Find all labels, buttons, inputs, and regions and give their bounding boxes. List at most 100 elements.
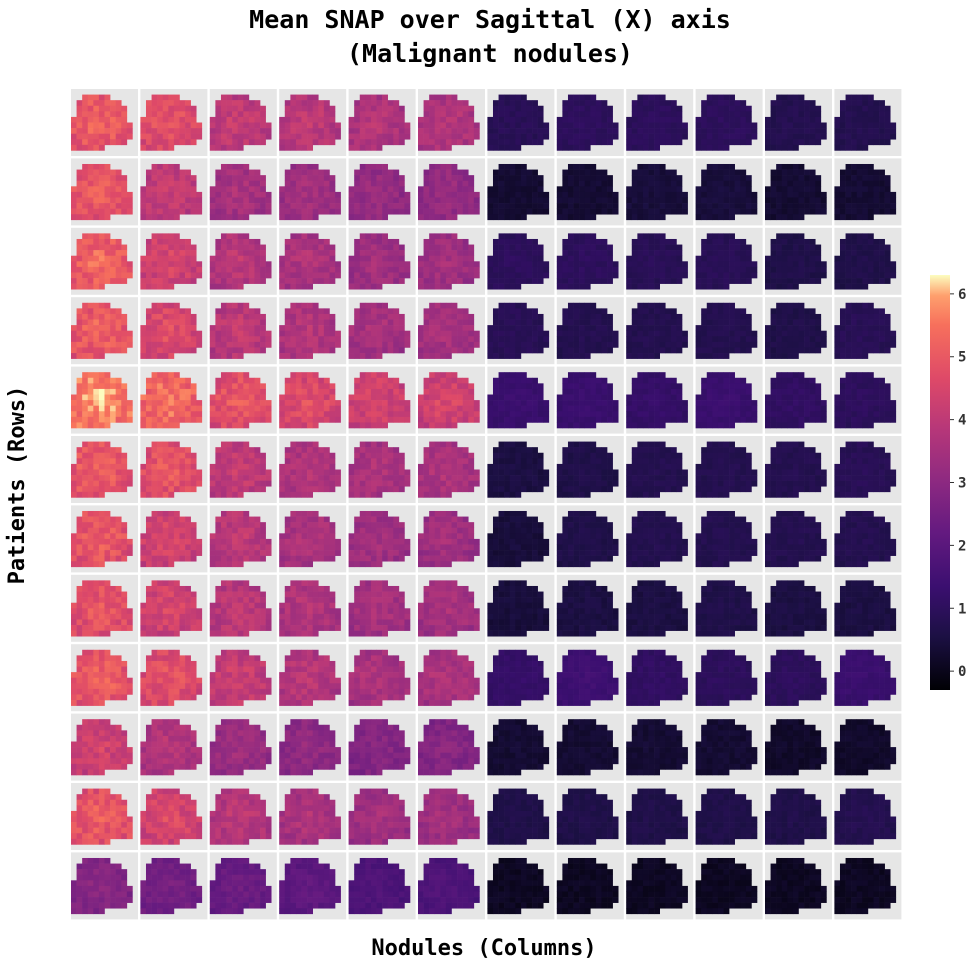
heatmap-pixel: [359, 416, 366, 423]
heatmap-pixel: [190, 336, 197, 343]
heatmap-pixel: [734, 175, 741, 182]
heatmap-pixel: [712, 244, 719, 251]
heatmap-pixel: [393, 341, 400, 348]
heatmap-pixel: [851, 105, 858, 112]
heatmap-pixel: [76, 308, 83, 315]
heatmap-pixel: [290, 319, 297, 326]
heatmap-pixel: [659, 100, 666, 107]
heatmap-pixel: [98, 272, 105, 279]
heatmap-pixel: [734, 266, 741, 273]
heatmap-pixel: [729, 111, 735, 118]
heatmap-pixel: [670, 250, 677, 257]
heatmap-pixel: [307, 308, 313, 315]
heatmap-pixel: [179, 122, 186, 129]
heatmap-pixel: [82, 416, 89, 423]
heatmap-pixel: [232, 336, 239, 343]
heatmap-pixel: [418, 144, 424, 151]
heatmap-pixel: [440, 169, 447, 176]
heatmap-pixel: [845, 175, 852, 182]
heatmap-pixel: [445, 347, 452, 354]
heatmap-pixel: [520, 266, 527, 273]
heatmap-pixel: [734, 116, 741, 123]
heatmap-pixel: [418, 283, 424, 290]
heatmap-pixel: [359, 180, 366, 187]
heatmap-pixel: [423, 283, 430, 290]
heatmap-pixel: [579, 180, 586, 187]
heatmap-pixel: [76, 416, 83, 423]
heatmap-pixel: [701, 203, 708, 209]
heatmap-pixel: [457, 105, 463, 112]
heatmap-pixel: [562, 197, 569, 204]
heatmap-pixel: [93, 377, 100, 384]
heatmap-pixel: [584, 186, 591, 193]
heatmap-pixel: [248, 266, 255, 273]
heatmap-pixel: [110, 278, 116, 284]
heatmap-pixel: [809, 111, 816, 118]
heatmap-pixel: [879, 255, 885, 262]
heatmap-pixel: [462, 111, 469, 118]
heatmap-pixel: [312, 105, 319, 112]
heatmap-pixel: [573, 353, 580, 359]
heatmap-pixel: [301, 411, 308, 418]
heatmap-pixel: [312, 405, 319, 412]
heatmap-pixel: [260, 411, 266, 418]
heatmap-pixel: [382, 422, 388, 429]
heatmap-pixel: [851, 255, 858, 262]
heatmap-pixel: [220, 347, 227, 354]
heatmap-pixel: [423, 203, 430, 209]
heatmap-pixel: [145, 330, 152, 337]
heatmap-pixel: [232, 308, 239, 315]
heatmap-pixel: [126, 197, 133, 204]
heatmap-pixel: [776, 100, 783, 107]
heatmap-pixel: [440, 372, 447, 379]
heatmap-pixel: [537, 186, 544, 193]
heatmap-pixel: [220, 214, 227, 221]
heatmap-pixel: [834, 278, 841, 284]
heatmap-pixel: [590, 175, 597, 182]
heatmap-pixel: [429, 341, 436, 348]
heatmap-pixel: [434, 283, 441, 290]
heatmap-pixel: [179, 341, 186, 348]
heatmap-pixel: [770, 128, 777, 134]
heatmap-pixel: [226, 197, 233, 204]
heatmap-pixel: [173, 347, 180, 354]
heatmap-pixel: [243, 197, 250, 204]
heatmap-pixel: [532, 272, 538, 279]
heatmap-pixel: [284, 214, 291, 221]
heatmap-pixel: [498, 214, 505, 221]
heatmap-pixel: [365, 100, 372, 107]
heatmap-pixel: [654, 214, 660, 221]
heatmap-pixel: [329, 336, 336, 343]
heatmap-pixel: [879, 325, 885, 331]
heatmap-pixel: [254, 416, 261, 423]
heatmap-pixel: [590, 94, 597, 101]
heatmap-pixel: [492, 128, 499, 134]
heatmap-pixel: [220, 233, 227, 240]
heatmap-pixel: [110, 105, 116, 112]
heatmap-pixel: [87, 394, 94, 401]
heatmap-pixel: [520, 139, 527, 146]
heatmap-pixel: [434, 186, 441, 193]
heatmap-pixel: [429, 400, 436, 406]
heatmap-pixel: [751, 208, 758, 215]
heatmap-pixel: [243, 94, 250, 101]
heatmap-pixel: [509, 94, 516, 101]
heatmap-pixel: [254, 244, 261, 251]
heatmap-pixel: [393, 244, 400, 251]
heatmap-pixel: [398, 341, 405, 348]
heatmap-pixel: [457, 308, 463, 315]
heatmap-pixel: [398, 122, 405, 129]
heatmap-pixel: [429, 163, 436, 170]
heatmap-pixel: [751, 341, 758, 348]
heatmap-pixel: [706, 261, 713, 268]
heatmap-pixel: [440, 325, 447, 331]
heatmap-pixel: [579, 94, 586, 101]
heatmap-pixel: [526, 278, 533, 284]
heatmap-pixel: [387, 197, 394, 204]
heatmap-pixel: [168, 330, 175, 337]
heatmap-pixel: [312, 128, 319, 134]
heatmap-pixel: [504, 208, 511, 215]
heatmap-pixel: [87, 341, 94, 348]
heatmap-pixel: [526, 244, 533, 251]
heatmap-cell-r3-c7: [487, 227, 555, 295]
